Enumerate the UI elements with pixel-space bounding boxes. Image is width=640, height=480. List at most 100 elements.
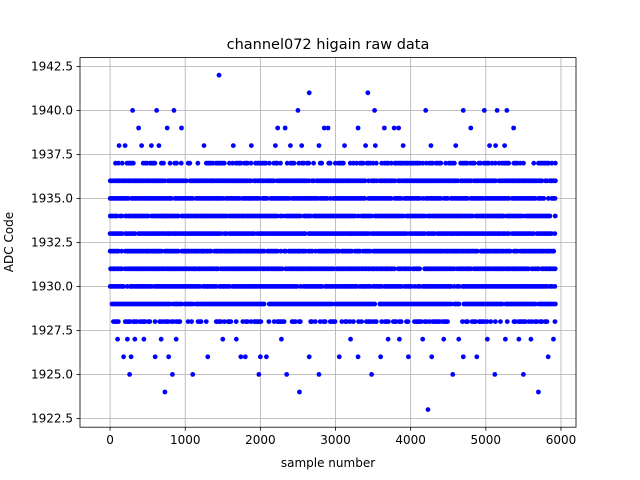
data-point [263,354,269,360]
data-point [549,231,554,237]
data-point [178,160,184,166]
data-point [288,143,293,149]
data-point [460,319,465,324]
data-point [465,196,470,201]
data-point [321,125,327,131]
data-point [301,160,307,166]
data-point [551,336,556,342]
x-tick-label: 1000 [170,433,201,447]
data-point [456,284,462,289]
data-point [336,354,342,360]
data-point [316,372,322,377]
data-point [325,125,331,131]
data-point [174,160,180,166]
data-point [134,319,140,324]
data-point [445,196,451,201]
data-point [233,319,239,324]
data-point [291,160,297,166]
data-point [257,354,263,360]
data-point [372,143,378,149]
data-point [552,213,558,219]
data-point [385,336,391,342]
data-point [363,143,368,149]
data-point [544,319,550,324]
data-point [529,319,535,324]
data-point [317,319,323,324]
data-point [167,160,173,166]
data-point [481,108,487,113]
data-point [132,231,138,237]
data-point [541,196,547,201]
data-point [511,125,517,131]
data-point [367,248,373,254]
data-point [275,248,280,254]
data-point [119,213,125,219]
x-tick-label: 4000 [395,433,426,447]
data-point [332,319,338,324]
data-point [378,354,384,360]
data-point [272,143,278,149]
data-point [319,284,325,289]
data-point [344,319,350,324]
data-point [121,354,126,360]
data-point [147,319,153,324]
data-point [369,213,375,219]
data-point [175,248,181,254]
data-point [520,372,526,377]
data-point [281,319,287,324]
data-point [487,143,492,149]
data-point [546,160,551,166]
data-point [233,336,239,342]
data-point [162,389,168,395]
data-point [465,319,470,324]
y-tick-label: 1937.5 [31,148,73,162]
data-point [230,160,235,166]
data-point [417,266,423,272]
data-point [340,160,346,166]
data-point [507,248,513,254]
data-point [474,354,480,360]
data-point [418,319,424,324]
data-point [423,108,429,113]
data-point [190,372,196,377]
data-point [266,319,272,324]
data-point [302,231,308,237]
data-point [146,213,151,219]
data-point [183,178,189,184]
data-point [221,319,227,324]
data-point [392,266,397,272]
data-point [499,301,505,307]
data-point [398,196,404,201]
x-axis-label: sample number [281,456,375,470]
data-point [460,108,466,113]
data-point [205,354,211,360]
data-point [261,301,267,307]
data-point [552,178,558,184]
data-point [445,319,450,324]
data-point [166,354,172,360]
data-point [484,336,490,342]
data-point [165,319,171,324]
data-point [295,108,301,113]
data-point [379,319,385,324]
data-point [127,372,132,377]
data-point [125,196,131,201]
data-point [115,336,120,342]
data-point [400,143,406,149]
data-point [274,160,280,166]
data-point [130,108,136,113]
data-point [220,336,226,342]
data-point [373,160,379,166]
data-point [242,354,248,360]
axis-ticks: 0 1000 2000 3000 4000 5000 6000 1922.5 1925.0 192… [31,60,576,448]
data-point [258,319,264,324]
y-axis-label: ADC Code [2,212,16,272]
data-point [299,143,305,149]
data-point [195,160,201,166]
data-point [552,266,558,272]
data-point [261,248,267,254]
data-point [271,178,277,184]
data-point [456,336,462,342]
data-point [428,143,434,149]
data-point [460,354,466,360]
